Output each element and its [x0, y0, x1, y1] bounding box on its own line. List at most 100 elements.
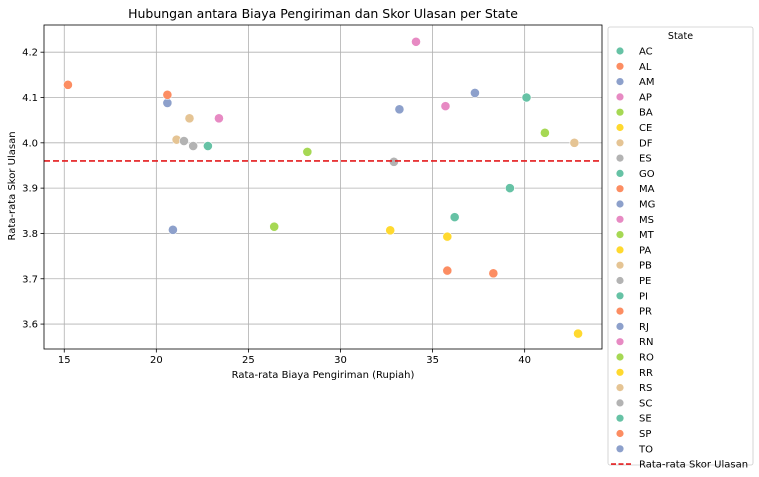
- data-point-ba: [269, 221, 280, 232]
- legend-marker-pa: [616, 246, 624, 254]
- legend-label-rr: RR: [639, 368, 653, 379]
- legend-marker-to: [616, 445, 624, 453]
- data-point-ma: [488, 268, 499, 279]
- data-point-rs: [184, 113, 195, 124]
- data-point-mt: [302, 146, 313, 157]
- legend-label-to: TO: [638, 444, 653, 455]
- legend-marker-se: [616, 414, 624, 422]
- data-points: [63, 36, 583, 339]
- data-point-mg: [162, 98, 173, 108]
- legend-label-am: AM: [639, 77, 654, 88]
- data-point-sc: [179, 136, 189, 146]
- legend-marker-rr: [616, 368, 624, 376]
- x-axis-label: Rata-rata Biaya Pengiriman (Rupiah): [232, 370, 415, 381]
- data-point-rr: [573, 328, 583, 339]
- legend-label-reference-line: Rata-rata Skor Ulasan: [639, 460, 748, 471]
- x-tick-label: 30: [334, 355, 347, 366]
- legend-label-sp: SP: [639, 429, 651, 440]
- legend-label-mt: MT: [639, 230, 655, 241]
- legend-marker-ap: [616, 93, 624, 101]
- legend-label-rj: RJ: [639, 322, 649, 333]
- y-tick-label: 4.2: [22, 48, 38, 59]
- legend-label-se: SE: [639, 414, 652, 425]
- chart-title: Hubungan antara Biaya Pengiriman dan Sko…: [128, 6, 518, 21]
- legend-marker-df: [616, 139, 624, 147]
- legend-marker-rs: [616, 384, 624, 392]
- legend-label-sc: SC: [639, 398, 652, 409]
- legend-title: State: [668, 31, 693, 42]
- legend-marker-rn: [616, 338, 624, 346]
- legend-marker-ms: [616, 215, 624, 223]
- legend-marker-ba: [616, 108, 624, 116]
- x-tick-label: 35: [426, 355, 439, 366]
- legend-marker-mg: [616, 200, 624, 208]
- data-point-rn: [440, 101, 451, 112]
- legend-marker-pe: [616, 276, 624, 285]
- legend-marker-pr: [616, 307, 624, 315]
- y-tick-label: 3.8: [22, 229, 38, 240]
- legend-marker-pi: [616, 292, 624, 300]
- data-point-se: [449, 212, 460, 223]
- legend: State AC AL AM AP BA CE DF ES GO MA MG MS MT PA PB PE PI P…: [607, 26, 754, 471]
- data-point-ro: [540, 127, 550, 138]
- legend-marker-go: [616, 169, 624, 177]
- legend-label-ba: BA: [639, 108, 653, 119]
- legend-label-ms: MS: [639, 215, 654, 226]
- data-point-pr: [162, 89, 173, 100]
- data-point-al: [442, 265, 453, 276]
- legend-marker-rj: [616, 322, 624, 330]
- y-axis-label: Rata-rata Skor Ulasan: [7, 131, 18, 240]
- y-tick-label: 4.1: [22, 93, 38, 104]
- y-tick-label: 3.7: [22, 274, 38, 285]
- x-tick-label: 25: [242, 355, 255, 366]
- legend-label-go: GO: [639, 169, 655, 180]
- data-point-pa: [442, 231, 453, 242]
- data-point-to: [470, 88, 480, 98]
- data-point-sp: [63, 79, 73, 90]
- x-tick-label: 20: [150, 355, 163, 366]
- data-point-pe: [389, 156, 399, 167]
- legend-marker-ro: [616, 353, 624, 361]
- legend-label-ac: AC: [639, 47, 653, 58]
- data-point-pi: [505, 183, 515, 194]
- plot-frame: [43, 24, 603, 350]
- data-point-go: [203, 141, 213, 151]
- legend-label-al: AL: [639, 62, 652, 73]
- legend-label-ap: AP: [639, 92, 652, 103]
- y-tick-label: 3.6: [22, 320, 38, 331]
- data-point-ac: [521, 92, 532, 103]
- legend-marker-ac: [616, 47, 624, 55]
- legend-label-ma: MA: [639, 184, 655, 195]
- x-axis-ticks: 15 20 25 30 35 40: [58, 349, 531, 366]
- data-point-ms: [214, 113, 224, 124]
- x-tick-label: 15: [58, 355, 71, 366]
- legend-label-rn: RN: [639, 337, 653, 348]
- data-point-ap: [411, 36, 421, 47]
- legend-label-ro: RO: [639, 353, 654, 364]
- legend-label-pr: PR: [639, 307, 652, 318]
- data-point-rj: [168, 224, 178, 235]
- grid: [44, 25, 602, 349]
- legend-marker-es: [616, 154, 624, 162]
- legend-label-mg: MG: [639, 200, 655, 211]
- legend-marker-ce: [616, 123, 624, 132]
- data-point-pb: [569, 137, 580, 148]
- legend-label-pb: PB: [639, 261, 652, 272]
- legend-label-rs: RS: [639, 383, 652, 394]
- y-tick-label: 3.9: [22, 184, 38, 195]
- x-tick-label: 40: [518, 355, 531, 366]
- data-point-am: [394, 104, 405, 115]
- legend-box: [607, 26, 754, 466]
- y-tick-label: 4.0: [22, 138, 38, 149]
- y-axis-ticks: 3.6 3.7 3.8 3.9 4.0 4.1 4.2: [22, 48, 44, 331]
- data-point-es: [188, 141, 199, 151]
- legend-label-df: DF: [639, 138, 653, 149]
- legend-marker-al: [616, 62, 624, 70]
- legend-marker-am: [616, 78, 624, 86]
- legend-label-pa: PA: [639, 245, 651, 256]
- legend-label-ce: CE: [639, 123, 652, 134]
- legend-marker-pb: [616, 261, 624, 269]
- legend-marker-ma: [616, 185, 624, 193]
